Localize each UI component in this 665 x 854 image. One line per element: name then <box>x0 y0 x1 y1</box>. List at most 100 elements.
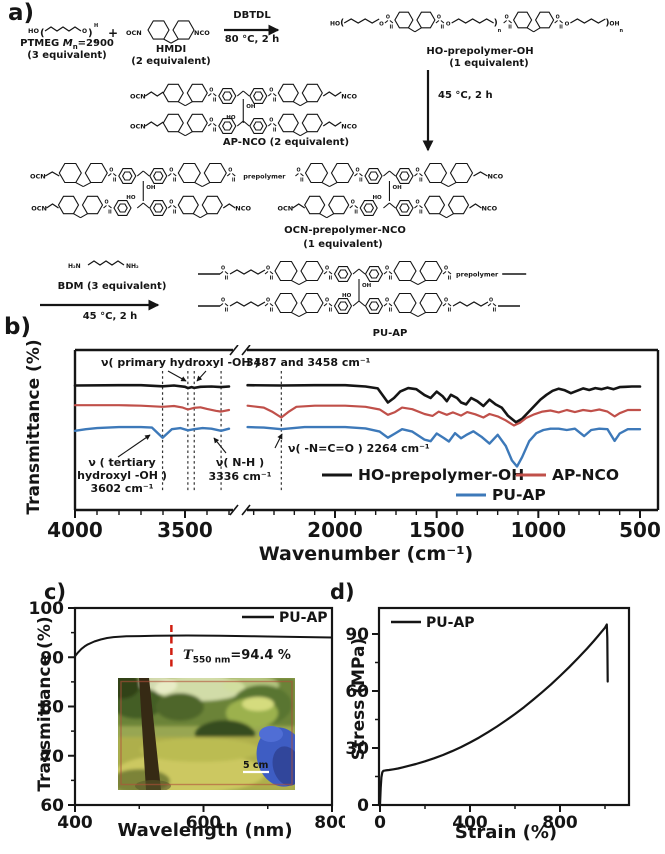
svg-text:O: O <box>82 28 87 35</box>
svg-text:30: 30 <box>345 739 369 759</box>
step3-conditions: 45 °C, 2 h <box>82 311 138 322</box>
svg-text:(: ( <box>40 28 45 39</box>
svg-text:NCO: NCO <box>487 173 503 181</box>
svg-text:ν( -N=C=O ) 2264 cm⁻¹: ν( -N=C=O ) 2264 cm⁻¹ <box>288 442 430 455</box>
uvvis-x-axis-label: Wavelength (nm) <box>117 820 293 841</box>
svg-text:): ) <box>88 28 93 39</box>
svg-text:O: O <box>221 298 225 304</box>
svg-text:O: O <box>209 88 213 94</box>
svg-text:): ) <box>494 19 498 29</box>
svg-text:NCO: NCO <box>341 93 357 101</box>
panel-b-label: b) <box>4 314 31 340</box>
svg-text:OH: OH <box>609 21 619 28</box>
svg-text:60: 60 <box>345 682 369 702</box>
svg-text:O: O <box>325 266 329 272</box>
svg-text:500: 500 <box>619 518 661 542</box>
prepolymer-equivalent: (1 equivalent) <box>449 58 529 69</box>
svg-text:PU-AP: PU-AP <box>279 610 328 626</box>
svg-text:OH: OH <box>246 104 256 110</box>
svg-text:O: O <box>444 298 448 304</box>
svg-text:O: O <box>351 200 355 206</box>
ptmeg-equivalent: (3 equivalent) <box>27 50 107 61</box>
svg-text:O: O <box>386 15 390 21</box>
svg-text:0: 0 <box>374 813 386 833</box>
svg-text:NCO: NCO <box>194 29 210 37</box>
svg-text:OCN: OCN <box>277 205 293 213</box>
svg-text:O: O <box>556 15 560 21</box>
panel-c-label: c) <box>44 580 67 604</box>
svg-text:90: 90 <box>40 648 64 668</box>
svg-text:HO: HO <box>126 195 136 201</box>
svg-text:2000: 2000 <box>307 518 363 542</box>
svg-text:ν ( tertiary: ν ( tertiary <box>88 456 155 469</box>
svg-text:80: 80 <box>40 698 64 718</box>
svg-text:O: O <box>415 168 419 174</box>
catalyst-label: DBTDL <box>233 10 271 21</box>
svg-text:O: O <box>266 298 270 304</box>
svg-text:70: 70 <box>40 747 64 767</box>
svg-text:O: O <box>228 168 232 174</box>
svg-text:+: + <box>108 26 118 40</box>
svg-text:O: O <box>415 200 419 206</box>
ftir-y-axis-label: Transmittance (%) <box>24 339 44 515</box>
ftir-x-axis-label: Wavenumber (cm⁻¹) <box>258 543 474 565</box>
svg-text:(: ( <box>340 19 344 29</box>
svg-text:n: n <box>498 28 502 34</box>
prepolymer-label: HO-prepolymer-OH <box>426 46 534 57</box>
panel-d-label: d) <box>330 580 355 604</box>
svg-text:3336 cm⁻¹: 3336 cm⁻¹ <box>208 470 271 483</box>
annotation-subscript: 550 nm <box>192 655 231 666</box>
svg-text:800: 800 <box>542 813 578 833</box>
svg-text:O: O <box>385 298 389 304</box>
ptmeg-mn-value: =2900 <box>77 38 114 49</box>
svg-text:O: O <box>169 168 173 174</box>
stress-y-axis-label: Stress (MPa) <box>349 637 369 761</box>
svg-text:O: O <box>325 298 329 304</box>
svg-text:O: O <box>379 22 384 28</box>
transmittance-annotation: T550 nm=94.4 % <box>183 648 291 666</box>
svg-text:prepolymer: prepolymer <box>243 173 286 181</box>
stress-strain-chart: 0 30 60 90 0 400 800 PU-AP <box>345 606 631 833</box>
svg-text:O: O <box>385 266 389 272</box>
svg-text:O: O <box>296 168 300 174</box>
svg-text:HO: HO <box>28 27 39 35</box>
stress-x-axis-label: Strain (%) <box>454 822 558 843</box>
svg-text:ν( N-H ): ν( N-H ) <box>216 456 264 469</box>
svg-text:O: O <box>209 118 213 124</box>
apnco-label: AP-NCO (2 equivalent) <box>222 137 350 148</box>
svg-text:3487 and 3458 cm⁻¹: 3487 and 3458 cm⁻¹ <box>246 356 371 369</box>
ptmeg-mn-symbol: M <box>62 38 73 49</box>
ptmeg-mn-sub: n <box>72 43 78 51</box>
svg-text:HO: HO <box>342 293 352 299</box>
annotation-value: =94.4 % <box>230 648 291 663</box>
svg-text:0: 0 <box>357 796 369 816</box>
svg-text:NCO: NCO <box>235 205 251 213</box>
ftir-chart: 4000 3500 2000 1500 1000 500 ν( primary hydrox… <box>47 345 661 542</box>
svg-text:OCN: OCN <box>130 123 146 131</box>
svg-text:OH: OH <box>392 185 402 191</box>
svg-text:OCN: OCN <box>30 173 46 181</box>
step1-conditions: 80 °C, 2 h <box>224 34 280 45</box>
svg-text:O: O <box>446 22 451 28</box>
bdm-label: BDM (3 equivalent) <box>57 281 167 292</box>
ocn-prepolymer-equivalent: (1 equivalent) <box>303 239 383 250</box>
svg-text:HO: HO <box>330 21 340 28</box>
svg-text:n: n <box>95 38 99 44</box>
panel-a-label: a) <box>8 0 35 26</box>
svg-text:4000: 4000 <box>47 518 103 542</box>
svg-text:H₂N: H₂N <box>68 263 81 270</box>
svg-text:O: O <box>266 266 270 272</box>
svg-text:5 cm: 5 cm <box>243 760 269 771</box>
svg-text:O: O <box>269 88 273 94</box>
svg-text:NCO: NCO <box>481 205 497 213</box>
svg-text:HO: HO <box>372 195 382 201</box>
uvvis-y-axis-label: Transmittance (%) <box>35 616 55 792</box>
puap-product-label: PU-AP <box>372 328 408 339</box>
svg-text:90: 90 <box>345 625 369 645</box>
svg-text:1500: 1500 <box>409 518 465 542</box>
step2-conditions: 45 °C, 2 h <box>438 90 493 101</box>
svg-text:PU-AP: PU-AP <box>492 486 546 504</box>
